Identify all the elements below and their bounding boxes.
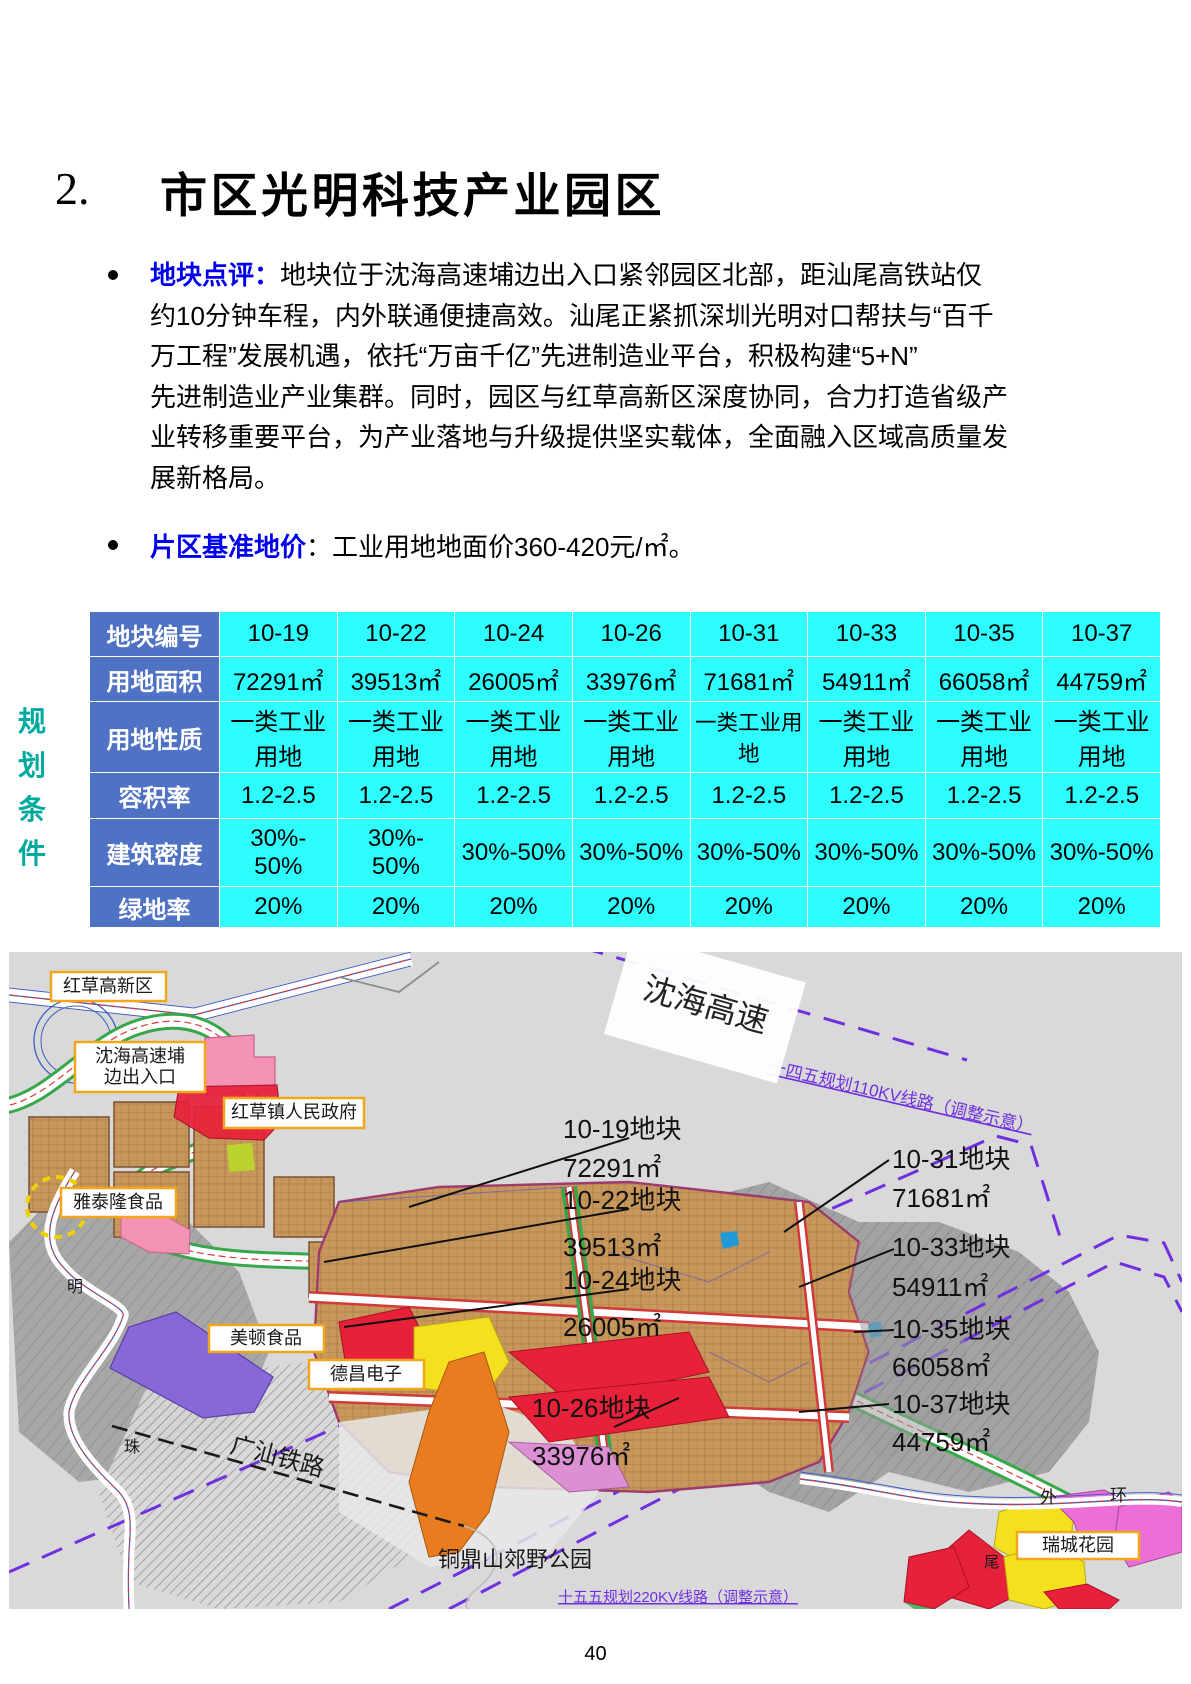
svg-text:10-35地块: 10-35地块 [892, 1314, 1011, 1344]
svg-text:10-37地块: 10-37地块 [892, 1389, 1011, 1419]
svg-text:沈海高速埔: 沈海高速埔 [95, 1046, 185, 1066]
svg-text:10-19地块: 10-19地块 [563, 1114, 682, 1144]
svg-text:铜鼎山郊野公园: 铜鼎山郊野公园 [438, 1547, 592, 1572]
svg-text:红草镇人民政府: 红草镇人民政府 [231, 1102, 357, 1122]
svg-text:尾: 尾 [984, 1554, 999, 1571]
svg-text:瑞城花园: 瑞城花园 [1042, 1535, 1114, 1555]
svg-text:66058㎡: 66058㎡ [892, 1352, 990, 1382]
svg-text:54911㎡: 54911㎡ [892, 1272, 988, 1302]
svg-text:39513㎡: 39513㎡ [563, 1232, 661, 1262]
svg-text:外: 外 [1040, 1488, 1057, 1507]
svg-text:10-22地块: 10-22地块 [563, 1185, 682, 1215]
svg-text:红草高新区: 红草高新区 [63, 976, 153, 996]
svg-text:33976㎡: 33976㎡ [532, 1441, 630, 1471]
svg-text:边出入口: 边出入口 [104, 1067, 176, 1087]
svg-text:44759㎡: 44759㎡ [892, 1427, 990, 1457]
svg-text:10-31地块: 10-31地块 [892, 1144, 1011, 1174]
svg-text:环: 环 [1110, 1486, 1127, 1505]
svg-text:珠: 珠 [124, 1438, 140, 1456]
svg-text:10-24地块: 10-24地块 [563, 1265, 682, 1295]
svg-text:10-26地块: 10-26地块 [532, 1393, 651, 1423]
svg-text:十五五规划220KV线路（调整示意）: 十五五规划220KV线路（调整示意） [558, 1588, 798, 1606]
svg-text:72291㎡: 72291㎡ [563, 1153, 661, 1183]
svg-text:美顿食品: 美顿食品 [230, 1328, 302, 1348]
svg-text:德昌电子: 德昌电子 [330, 1364, 402, 1384]
svg-text:雅泰隆食品: 雅泰隆食品 [73, 1192, 163, 1212]
svg-text:26005㎡: 26005㎡ [563, 1312, 661, 1342]
svg-text:10-33地块: 10-33地块 [892, 1232, 1011, 1262]
svg-text:71681㎡: 71681㎡ [892, 1183, 990, 1213]
svg-text:明: 明 [67, 1279, 83, 1296]
